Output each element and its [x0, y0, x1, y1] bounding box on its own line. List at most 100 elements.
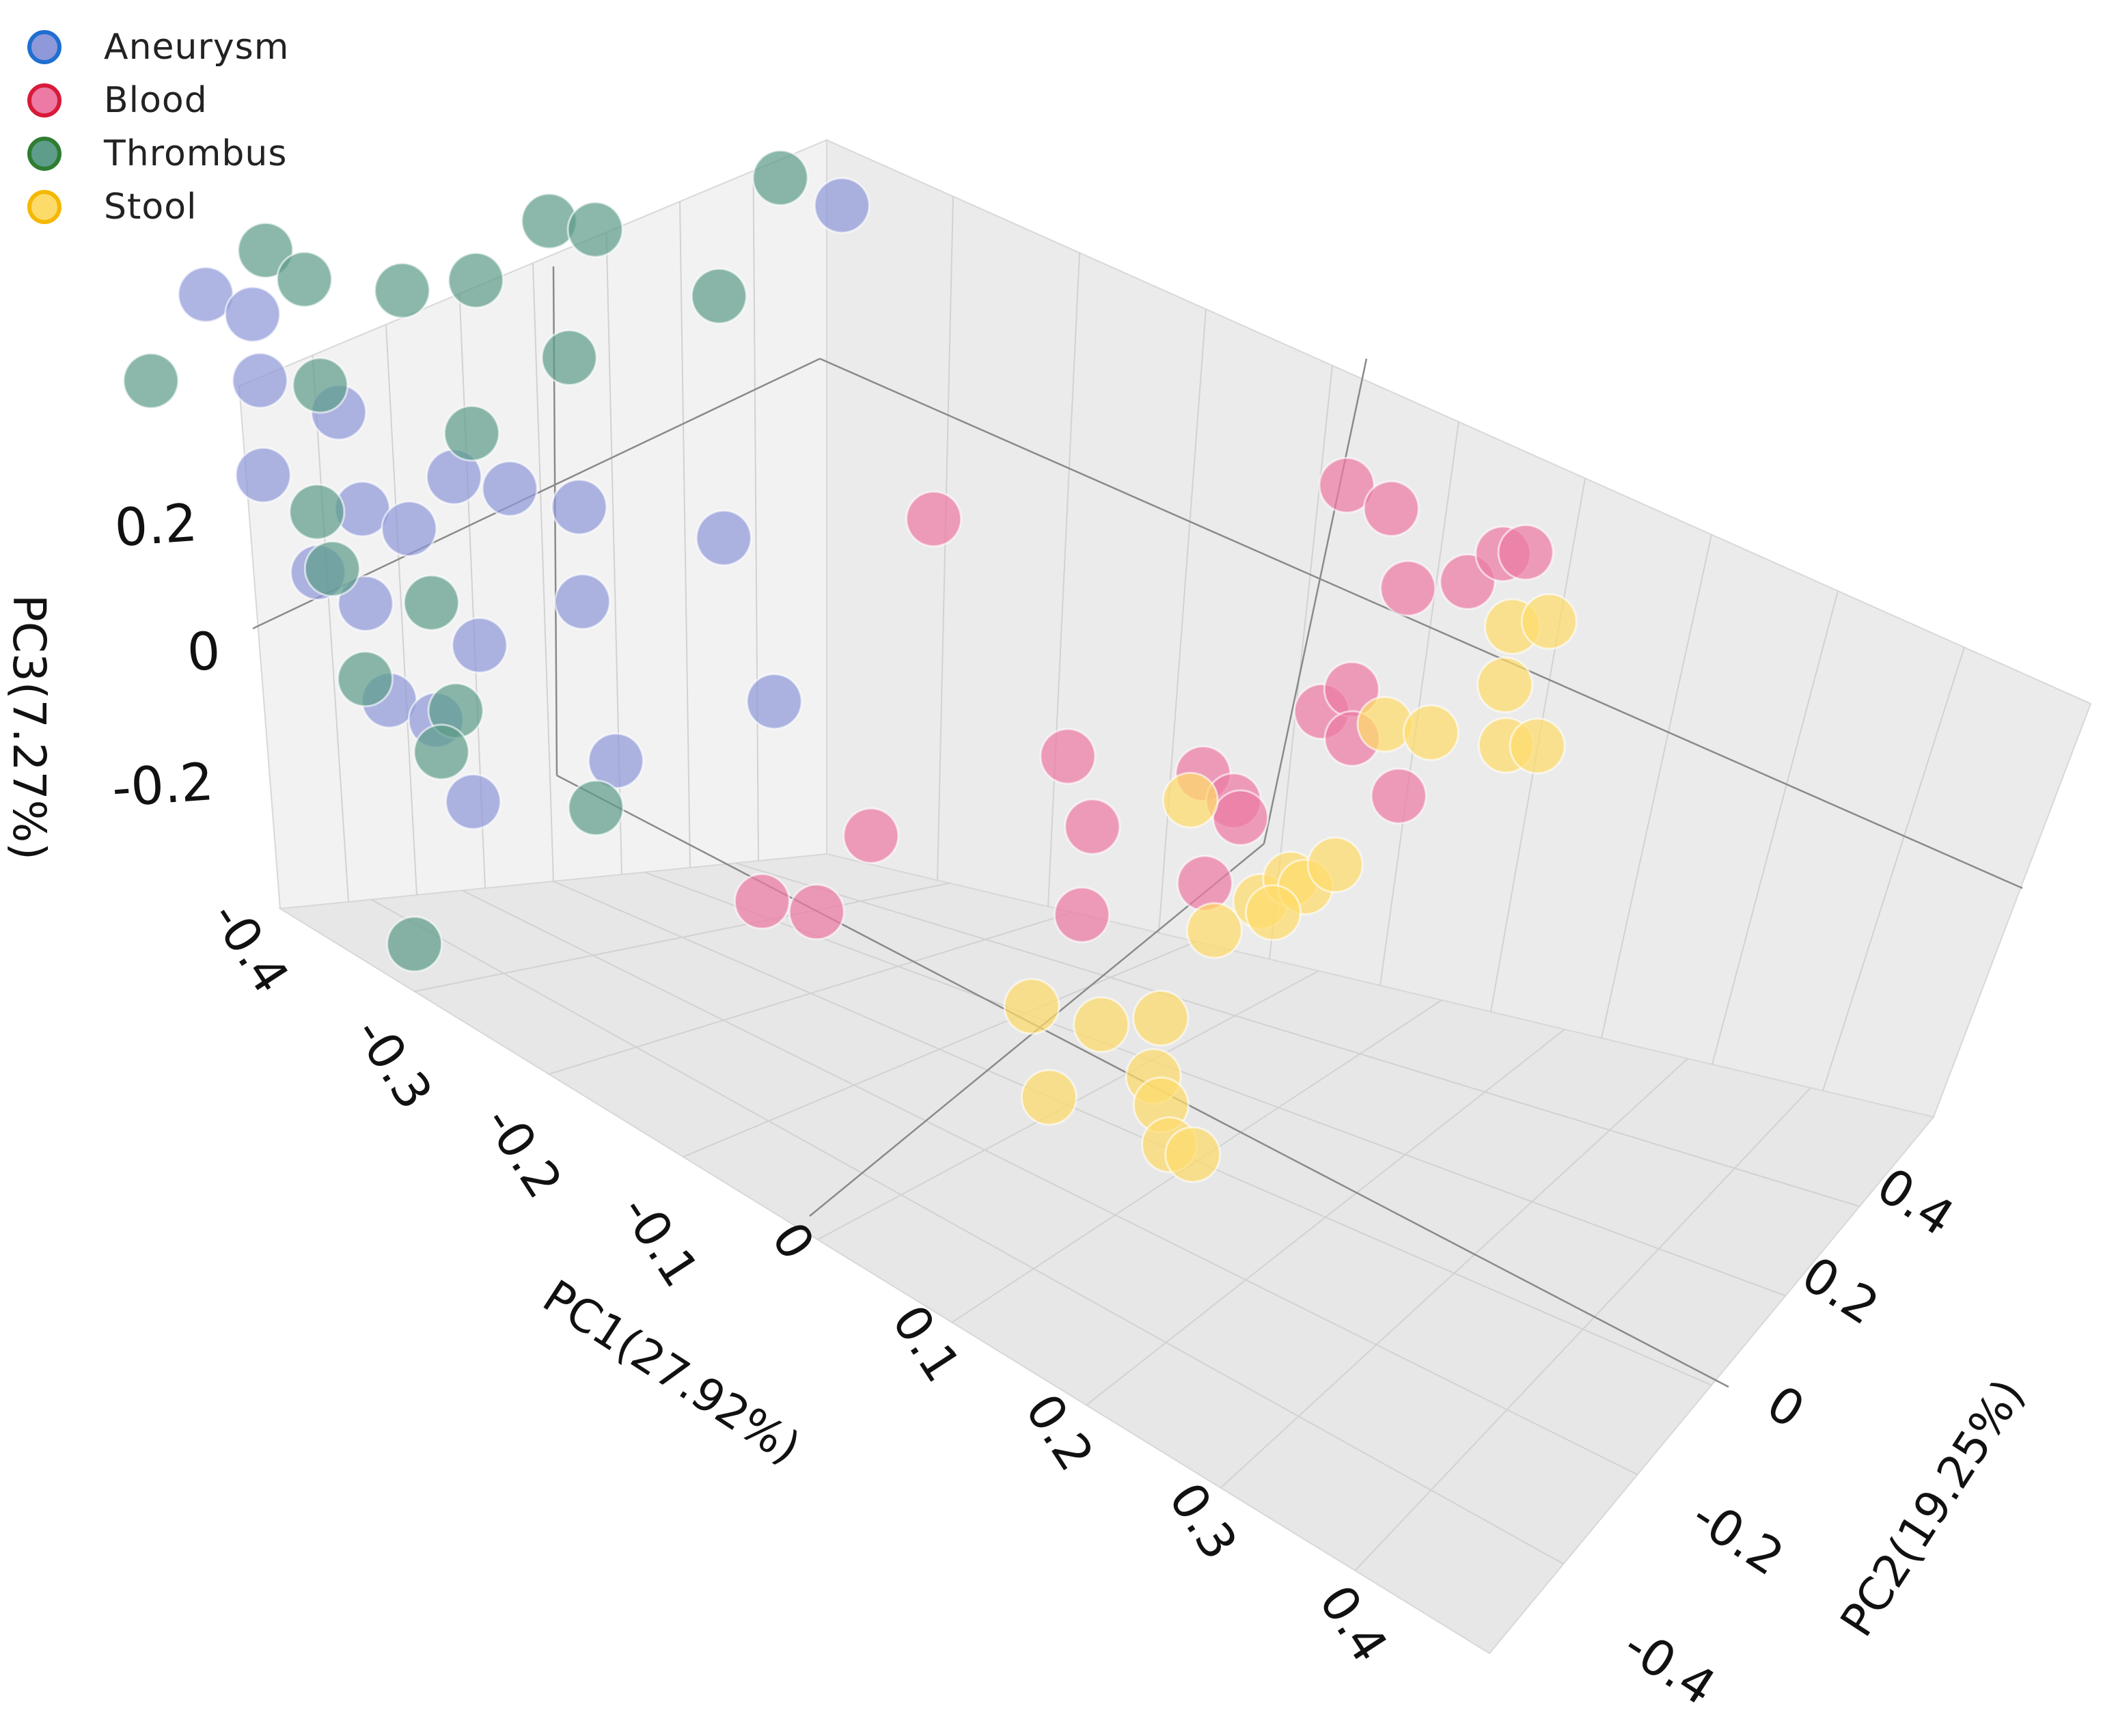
point-aneurysm: [337, 575, 394, 632]
y-tick-label: 0: [1757, 1374, 1815, 1439]
legend-marker: [27, 83, 61, 118]
point-aneurysm: [745, 673, 803, 730]
y-tick-label: -0.4: [1614, 1616, 1726, 1717]
point-aneurysm: [813, 177, 870, 234]
point-stool: [1020, 1069, 1077, 1126]
z-tick-label: 0: [185, 620, 222, 683]
z-axis-label: PC3(7.27%): [3, 594, 55, 860]
point-thrombus: [374, 262, 431, 319]
legend-label: Thrombus: [104, 133, 288, 174]
legend-label: Blood: [104, 80, 208, 121]
y-tick-label: -0.2: [1682, 1487, 1794, 1587]
point-thrombus: [276, 251, 333, 308]
point-thrombus: [237, 221, 294, 279]
x-axis-label: PC1(27.92%): [534, 1270, 809, 1474]
grid-lines: [312, 170, 1965, 1571]
point-aneurysm: [481, 460, 538, 517]
point-aneurysm: [445, 773, 502, 830]
grid-line: [644, 871, 1786, 1297]
point-blood: [1212, 789, 1269, 846]
point-blood: [1370, 767, 1427, 825]
point-thrombus: [448, 251, 504, 309]
point-thrombus: [566, 201, 624, 258]
point-thrombus: [288, 483, 346, 540]
axis-panes: [238, 139, 2092, 1655]
point-thrombus: [540, 329, 598, 386]
point-thrombus: [303, 540, 361, 597]
grid-line: [370, 898, 1564, 1565]
legend-label: Stool: [104, 187, 197, 228]
point-blood: [1362, 480, 1420, 537]
point-thrombus: [443, 404, 500, 462]
point-aneurysm: [451, 617, 508, 674]
legend-item-stool: Stool: [27, 180, 289, 234]
point-blood: [842, 807, 900, 864]
point-stool: [1402, 704, 1459, 761]
point-thrombus: [752, 149, 809, 206]
grid-line: [312, 355, 349, 903]
point-blood: [905, 491, 963, 548]
point-blood: [1318, 456, 1375, 514]
grid-line: [1158, 309, 1207, 933]
point-stool: [1476, 656, 1534, 713]
grid-line: [1601, 534, 1712, 1038]
point-stool: [1306, 836, 1364, 894]
legend-marker: [27, 137, 61, 171]
legend-marker: [27, 30, 61, 64]
grid-line: [735, 862, 1860, 1207]
point-aneurysm: [234, 446, 292, 504]
point-blood: [1039, 728, 1097, 785]
grid-line: [1379, 422, 1459, 986]
point-aneurysm: [224, 286, 281, 343]
point-stool: [1520, 593, 1578, 650]
point-thrombus: [567, 780, 624, 836]
point-stool: [1162, 771, 1219, 829]
point-aneurysm: [554, 573, 611, 631]
y-axis-label: PC2(19.25%): [1830, 1370, 2035, 1645]
grid-line: [553, 881, 1712, 1386]
z-tick-label: -0.2: [110, 751, 215, 818]
legend-marker: [27, 190, 61, 224]
point-thrombus: [337, 650, 394, 708]
grid-line: [1712, 590, 1839, 1065]
grid-line: [1822, 647, 1965, 1091]
mid-frame-line-2: [819, 357, 2023, 890]
x-tick-label: -0.2: [473, 1097, 573, 1209]
x-tick-label: -0.1: [609, 1185, 710, 1297]
legend-label: Aneurysm: [104, 27, 290, 68]
grid-line: [1047, 252, 1080, 907]
grid-line: [532, 262, 554, 882]
point-blood: [1379, 560, 1437, 617]
legend-item-blood: Blood: [27, 74, 289, 127]
point-thrombus: [413, 724, 470, 781]
data-points: [122, 149, 1578, 1183]
point-stool: [1073, 996, 1130, 1053]
point-stool: [1003, 978, 1060, 1035]
legend-item-aneurysm: Aneurysm: [27, 20, 289, 74]
point-thrombus: [690, 267, 747, 325]
grid-line: [679, 201, 691, 868]
point-blood: [788, 883, 845, 941]
point-aneurysm: [551, 478, 608, 536]
point-stool: [1509, 717, 1566, 775]
legend: Aneurysm Blood Thrombus Stool: [27, 20, 289, 234]
point-stool: [1132, 989, 1190, 1047]
grid-line: [752, 170, 759, 862]
point-stool: [1185, 902, 1243, 959]
point-aneurysm: [695, 509, 752, 566]
point-blood: [1497, 524, 1554, 581]
point-stool: [1164, 1126, 1222, 1183]
x-tick-label: -0.3: [343, 1008, 443, 1120]
point-blood: [1064, 798, 1121, 855]
point-blood: [1176, 855, 1233, 912]
point-aneurysm: [232, 352, 288, 409]
point-thrombus: [292, 357, 349, 414]
point-thrombus: [402, 574, 460, 631]
point-blood: [1054, 886, 1110, 943]
grid-line: [462, 890, 1638, 1476]
legend-item-thrombus: Thrombus: [27, 127, 289, 180]
point-aneurysm: [381, 500, 438, 557]
z-frame-line-2: [1263, 358, 1368, 844]
point-thrombus: [122, 352, 180, 409]
grid-line: [385, 324, 417, 896]
